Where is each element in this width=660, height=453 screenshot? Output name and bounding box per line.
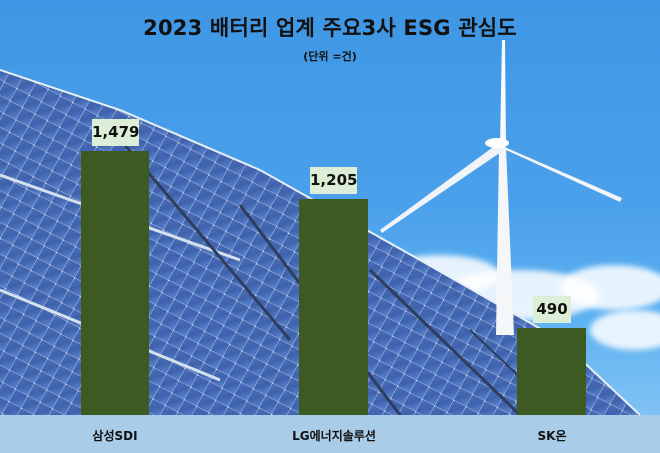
bar-samsung-sdi (81, 151, 149, 415)
bar-lg-energy-solution (299, 199, 368, 415)
bar-sk-on (517, 328, 586, 415)
chart-subtitle-unit: (단위 =건) (303, 50, 357, 63)
category-label-samsung-sdi: 삼성SDI (92, 429, 138, 443)
value-label-lg-energy-solution: 1,205 (310, 167, 357, 194)
value-label-samsung-sdi: 1,479 (92, 119, 139, 146)
cloud (560, 265, 660, 310)
cloud (590, 310, 660, 350)
category-label-lg-energy-solution: LG에너지솔루션 (292, 429, 376, 443)
chart-title: 2023 배터리 업계 주요3사 ESG 관심도 (143, 16, 517, 40)
value-label-sk-on: 490 (533, 296, 571, 323)
category-label-sk-on: SK온 (537, 429, 567, 443)
category-axis-band (0, 415, 660, 453)
